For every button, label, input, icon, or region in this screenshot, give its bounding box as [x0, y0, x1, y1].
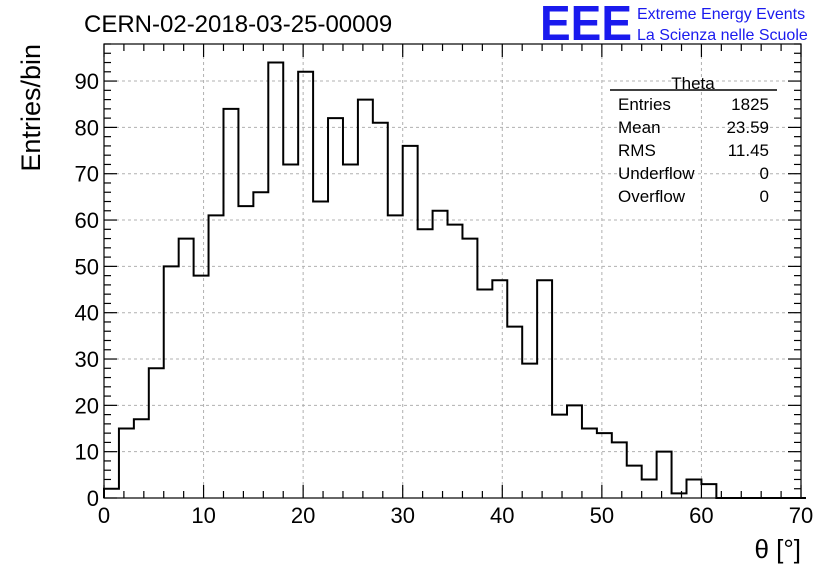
- y-tick-label: 80: [75, 115, 99, 140]
- y-tick-label: 20: [75, 393, 99, 418]
- x-tick-label: 0: [98, 503, 110, 528]
- x-axis-label: θ [°]: [754, 534, 801, 564]
- y-tick-label: 30: [75, 347, 99, 372]
- tick-labels: 0 10 20 30 40 50 60 70 0 10 20 30 40 50 60 70 80 90: [75, 69, 814, 528]
- stats-box: Theta Entries 1825 Mean 23.59 RMS 11.45 …: [610, 74, 777, 206]
- x-tick-label: 30: [390, 503, 414, 528]
- x-tick-label: 20: [291, 503, 315, 528]
- logo-line-1: Extreme Energy Events: [637, 6, 805, 23]
- logo-line-2: La Scienza nelle Scuole: [637, 27, 808, 44]
- stats-title: Theta: [671, 74, 715, 93]
- y-tick-label: 90: [75, 69, 99, 94]
- axis-ticks: [103, 43, 802, 499]
- stats-label-mean: Mean: [618, 118, 661, 137]
- y-tick-label: 10: [75, 440, 99, 465]
- stats-label-entries: Entries: [618, 95, 671, 114]
- y-axis-label: Entries/bin: [16, 44, 46, 172]
- x-tick-label: 70: [789, 503, 813, 528]
- stats-value-underflow: 0: [760, 164, 769, 183]
- eee-logo: EEE Extreme Energy Events La Scienza nel…: [540, 0, 808, 51]
- stats-label-overflow: Overflow: [618, 187, 686, 206]
- stats-value-overflow: 0: [760, 187, 769, 206]
- stats-label-underflow: Underflow: [618, 164, 695, 183]
- y-tick-label: 70: [75, 162, 99, 187]
- plot-frame: [103, 43, 802, 499]
- stats-value-rms: 11.45: [728, 141, 769, 160]
- chart-title: CERN-02-2018-03-25-00009: [84, 11, 392, 38]
- x-tick-label: 40: [490, 503, 514, 528]
- y-tick-label: 60: [75, 208, 99, 233]
- histogram-outline: [103, 61, 806, 499]
- y-tick-label: 50: [75, 254, 99, 279]
- stats-label-rms: RMS: [618, 141, 656, 160]
- y-tick-label: 0: [87, 486, 99, 511]
- stats-value-mean: 23.59: [726, 118, 769, 137]
- grid-lines: [104, 44, 801, 498]
- x-tick-label: 10: [191, 503, 215, 528]
- y-tick-label: 40: [75, 301, 99, 326]
- eee-logo-mark: EEE: [540, 0, 632, 51]
- x-tick-label: 60: [689, 503, 713, 528]
- x-tick-label: 50: [590, 503, 614, 528]
- stats-value-entries: 1825: [731, 95, 769, 114]
